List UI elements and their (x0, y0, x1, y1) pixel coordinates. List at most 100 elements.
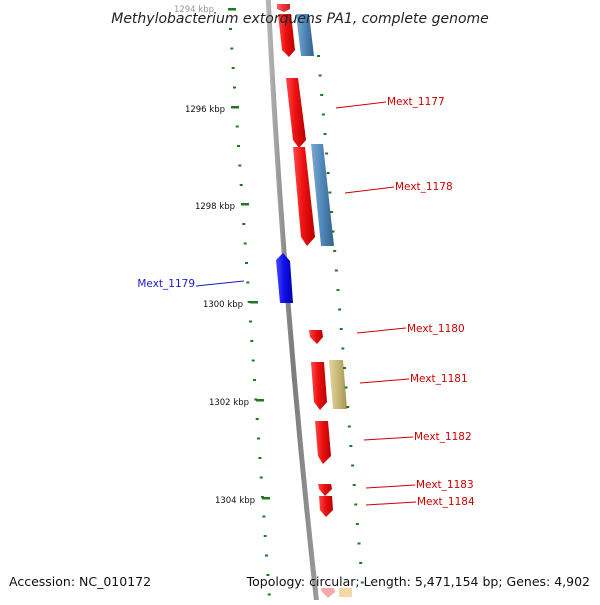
gene-labels: Mext_1177 Mext_1178 Mext_1179 Mext_1180 … (137, 96, 475, 508)
right-minor-tick (347, 425, 351, 428)
right-minor-tick (318, 74, 322, 77)
left-minor-tick (251, 359, 255, 362)
left-minor-tick (255, 418, 259, 420)
map-title: Methylobacterium extorquens PA1, complet… (111, 11, 489, 27)
leader-mext-1183 (365, 484, 416, 489)
major-tick-1296 (231, 106, 239, 109)
kbp-label-1302: 1302 kbp (209, 398, 249, 408)
gene-label-mext-1182[interactable]: Mext_1182 (414, 431, 472, 443)
kbp-label-1296: 1296 kbp (185, 105, 225, 115)
gene-label-mext-1178[interactable]: Mext_1178 (395, 181, 453, 193)
left-minor-tick (265, 554, 268, 557)
leader-mext-1178 (344, 186, 395, 194)
right-minor-tick (328, 191, 332, 194)
left-minor-tick (259, 476, 263, 479)
leader-mext-1179 (195, 280, 245, 287)
right-minor-tick (321, 113, 325, 116)
gene-arrow-mext-1180 (309, 330, 323, 344)
left-minor-tick (267, 593, 271, 596)
right-minor-tick (343, 367, 346, 369)
gene-label-mext-1179[interactable]: Mext_1179 (137, 278, 195, 290)
leader-mext-1177 (335, 101, 387, 109)
right-minor-tick (338, 308, 342, 311)
right-minor-tick (355, 523, 359, 525)
feature-block-mext-1181 (329, 360, 347, 409)
feature-group-bottom (321, 588, 352, 598)
gene-label-mext-1177[interactable]: Mext_1177 (387, 96, 445, 108)
gene-arrow-mext-1177 (286, 78, 306, 148)
kbp-label-1300: 1300 kbp (203, 300, 243, 310)
right-minor-tick (334, 269, 338, 272)
left-minor-tick (246, 281, 250, 284)
left-minor-tick (242, 223, 246, 225)
major-tick-1300 (250, 301, 258, 304)
scale-ticks-right (317, 55, 364, 584)
scale-ticks-left (229, 28, 271, 596)
right-minor-tick (339, 328, 343, 330)
left-minor-tick (231, 67, 235, 69)
right-minor-tick (325, 152, 329, 155)
right-minor-tick (354, 503, 358, 506)
gene-label-mext-1181[interactable]: Mext_1181 (410, 373, 468, 385)
gene-arrow-top-1 (278, 14, 295, 57)
gene-label-mext-1180[interactable]: Mext_1180 (407, 323, 465, 335)
gene-arrow-bottom-partial (321, 588, 335, 598)
feature-block-mext-1178 (311, 144, 334, 246)
right-minor-tick (346, 406, 350, 408)
left-minor-tick (263, 535, 267, 537)
gene-arrow-mext-1183 (318, 484, 332, 496)
right-minor-tick (323, 133, 327, 135)
right-minor-tick (349, 445, 353, 447)
feature-group-top (277, 4, 314, 57)
left-minor-tick (262, 515, 266, 518)
left-minor-tick (250, 340, 254, 342)
left-minor-tick (233, 86, 236, 89)
label-leaders (195, 101, 417, 506)
right-minor-tick (360, 581, 364, 584)
right-minor-tick (331, 230, 335, 233)
left-minor-tick (239, 184, 243, 186)
left-minor-tick (249, 320, 252, 323)
kbp-label-1298: 1298 kbp (195, 202, 235, 212)
left-minor-tick (247, 301, 251, 303)
right-minor-tick (336, 289, 340, 291)
gene-label-mext-1184[interactable]: Mext_1184 (417, 496, 475, 508)
kbp-scale: 1294 kbp 1296 kbp 1298 kbp 1300 kbp 1302… (174, 5, 270, 506)
left-minor-tick (235, 125, 239, 128)
left-minor-tick (238, 164, 242, 167)
right-minor-tick (341, 347, 345, 350)
leader-mext-1180 (356, 327, 407, 334)
left-minor-tick (254, 398, 258, 401)
right-minor-tick (344, 386, 348, 389)
gene-arrow-mext-1181 (311, 362, 327, 410)
left-minor-tick (257, 437, 260, 440)
gene-label-mext-1183[interactable]: Mext_1183 (416, 479, 474, 491)
leader-mext-1181 (359, 378, 410, 384)
gene-arrow-mext-1178 (293, 147, 315, 246)
right-minor-tick (330, 211, 333, 213)
gene-arrow-mext-1182 (315, 421, 331, 464)
right-minor-tick (320, 94, 324, 96)
left-minor-tick (253, 379, 256, 381)
major-tick-1294 (228, 8, 236, 11)
genome-summary-text: Topology: circular; Length: 5,471,154 bp… (246, 574, 590, 589)
gene-arrow-mext-1179 (276, 253, 293, 303)
right-minor-tick (352, 484, 356, 486)
right-minor-tick (326, 172, 330, 174)
right-minor-tick (357, 542, 361, 545)
leader-mext-1184 (365, 501, 417, 506)
left-minor-tick (258, 457, 262, 459)
leader-mext-1182 (363, 436, 414, 441)
major-tick-1304 (262, 497, 270, 500)
feature-block-bottom-partial (339, 588, 352, 597)
right-minor-tick (333, 250, 337, 252)
kbp-label-1304: 1304 kbp (215, 496, 255, 506)
left-minor-tick (245, 262, 248, 264)
left-minor-tick (230, 47, 234, 50)
accession-text: Accession: NC_010172 (9, 574, 151, 589)
feature-block-top-1 (296, 14, 314, 56)
right-minor-tick (317, 55, 320, 57)
gene-arrow-mext-1184 (319, 496, 333, 517)
